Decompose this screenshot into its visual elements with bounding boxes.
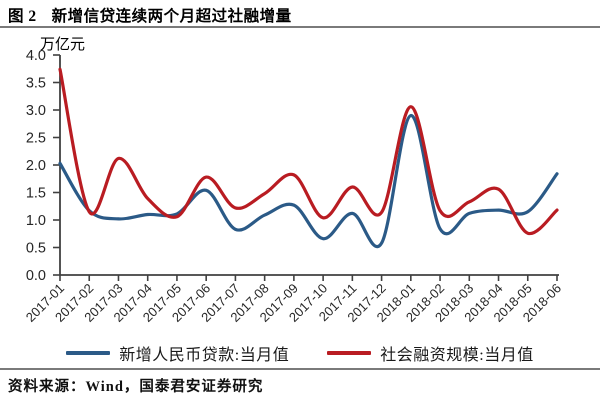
y-tick-label: 0.0 bbox=[26, 268, 46, 284]
y-tick-label: 1.0 bbox=[26, 213, 46, 229]
title-divider bbox=[0, 26, 600, 28]
source-note-text: 资料来源：Wind，国泰君安证券研究 bbox=[8, 379, 264, 395]
y-tick-label: 4.0 bbox=[26, 48, 46, 64]
loans-line-swatch bbox=[66, 351, 111, 355]
new-loans-line bbox=[58, 113, 559, 249]
y-tick-label: 2.0 bbox=[26, 158, 46, 174]
y-axis-unit-label: 万亿元 bbox=[40, 36, 85, 53]
legend-item-social-financing: 社会融资规模:当月值 bbox=[327, 341, 533, 365]
y-tick-label: 3.5 bbox=[26, 76, 46, 92]
legend-item-new-loans: 新增人民币贷款:当月值 bbox=[66, 341, 289, 365]
social-financing-line bbox=[58, 67, 559, 235]
line-chart-canvas: 万亿元0.00.51.01.52.02.53.03.54.02017-01201… bbox=[23, 36, 564, 325]
legend-label-new-loans: 新增人民币贷款:当月值 bbox=[119, 347, 290, 364]
chart-legend: 新增人民币贷款:当月值 社会融资规模:当月值 bbox=[0, 338, 600, 368]
tsf-line-swatch bbox=[327, 351, 372, 355]
y-tick-label: 3.0 bbox=[26, 103, 46, 119]
y-tick-label: 1.5 bbox=[26, 186, 46, 202]
chart-area: 万亿元 0.0 0.5 1.0 1.5 2.0 2.5 3.0 3.5 4.0 2017-01 201… bbox=[0, 28, 600, 338]
legend-label-social-financing: 社会融资规模:当月值 bbox=[380, 347, 534, 364]
source-note-row: 资料来源：Wind，国泰君安证券研究 bbox=[0, 370, 600, 401]
footer-divider bbox=[0, 368, 600, 370]
figure-header: 图 2 新增信贷连续两个月超过社融增量 bbox=[0, 0, 600, 26]
y-tick-label: 2.5 bbox=[26, 131, 46, 147]
figure-number-label: 图 2 bbox=[8, 7, 37, 25]
y-tick-label: 0.5 bbox=[26, 241, 46, 257]
figure-title: 新增信贷连续两个月超过社融增量 bbox=[51, 7, 292, 25]
